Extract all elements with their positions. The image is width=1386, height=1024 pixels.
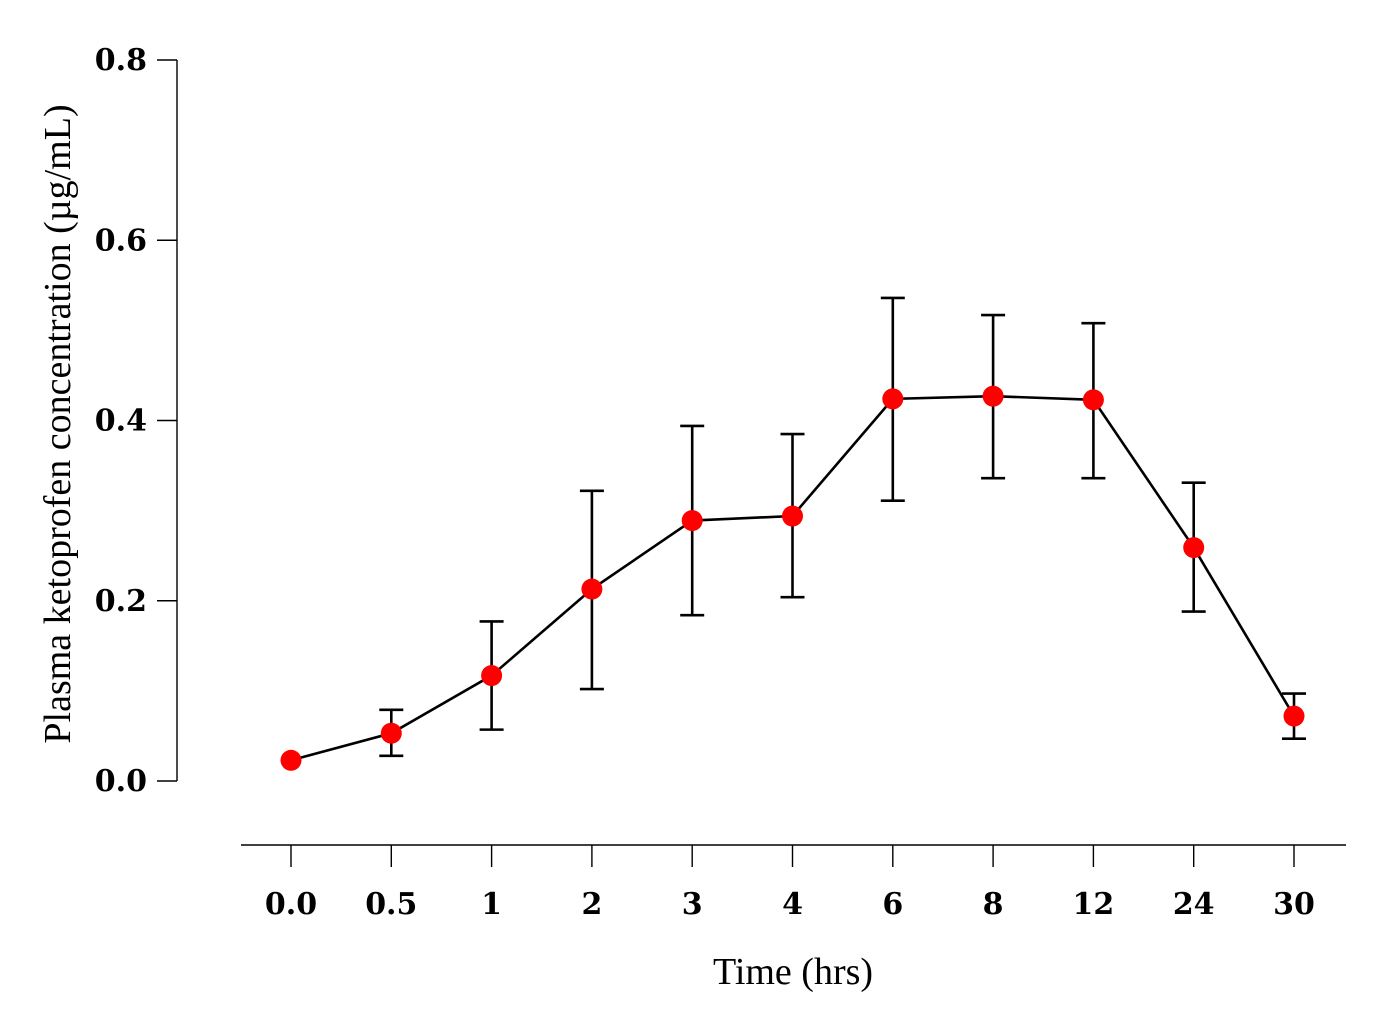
data-point-4 [681,510,703,532]
y-tick-label-2: 0.4 [95,404,147,439]
x-tick-label-10: 30 [1273,887,1315,922]
x-axis: 0.0 0.5 1 2 3 4 6 8 12 24 30 [241,844,1346,922]
data-point-3 [581,578,603,600]
y-tick-label-0: 0.0 [95,764,147,799]
x-tick-label-6: 6 [882,887,903,922]
x-tick-label-3: 2 [581,887,602,922]
data-point-7 [982,385,1004,407]
y-tick-label-3: 0.6 [95,223,147,258]
x-ticks: 0.0 0.5 1 2 3 4 6 8 12 24 30 [265,845,1315,922]
x-tick-label-2: 1 [481,887,502,922]
x-tick-label-1: 0.5 [365,887,417,922]
data-point-10 [1283,705,1305,727]
data-point-1 [380,722,402,744]
x-tick-label-8: 12 [1073,887,1115,922]
y-axis: 0.0 0.2 0.4 0.6 0.8 [95,43,178,799]
y-tick-label-1: 0.2 [95,584,147,619]
x-axis-title: Time (hrs) [713,951,873,993]
y-ticks: 0.0 0.2 0.4 0.6 0.8 [95,43,177,799]
plot-area [280,296,1306,771]
y-axis-title: Plasma ketoprofen concentration (µg/mL) [37,104,79,743]
x-tick-label-7: 8 [983,887,1004,922]
data-point-9 [1183,537,1205,559]
x-tick-label-9: 24 [1173,887,1215,922]
x-tick-label-5: 4 [782,887,803,922]
data-point-8 [1082,389,1104,411]
data-point-2 [481,665,503,687]
data-point-5 [782,505,803,527]
y-tick-label-4: 0.8 [95,43,147,78]
x-tick-label-0: 0.0 [265,887,317,922]
data-point-6 [882,388,904,410]
x-tick-label-4: 3 [682,887,703,922]
data-point-0 [280,749,302,771]
